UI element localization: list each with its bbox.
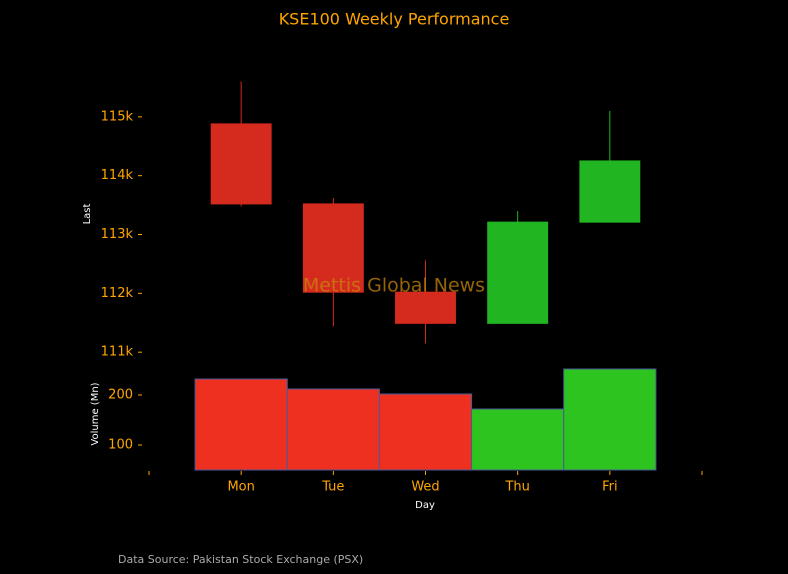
x-tick-label: Fri (602, 480, 618, 495)
volume-bar (471, 408, 565, 471)
volume-bar (378, 393, 473, 471)
candle-body (395, 291, 456, 324)
x-tick-label: Mon (227, 480, 254, 495)
y-axis-label: Last (82, 204, 93, 225)
volume-bar (194, 378, 288, 471)
volume-axis-label: Volume (Mn) (90, 382, 101, 445)
volume-tick-label: 100 (108, 438, 133, 453)
watermark: Mettis Global News (303, 275, 485, 297)
candle-body (302, 203, 364, 293)
y-tick-label: 111k (101, 345, 134, 360)
y-tick-label: 113k (101, 227, 134, 242)
x-tick-label: Wed (411, 480, 439, 495)
volume-tick-label: 200 (108, 388, 133, 403)
y-tick-label: 114k (101, 168, 134, 183)
volume-bar (286, 388, 380, 471)
x-axis-label: Day (415, 500, 435, 511)
candle-body (487, 221, 549, 324)
chart-title: KSE100 Weekly Performance (279, 10, 510, 29)
source-note: Data Source: Pakistan Stock Exchange (PS… (118, 553, 363, 566)
y-tick-label: 115k (101, 109, 134, 124)
candle-body (210, 123, 272, 205)
candle-body (579, 160, 641, 223)
x-tick-label: Tue (321, 480, 344, 495)
y-tick-label: 112k (101, 286, 134, 301)
x-tick-label: Thu (504, 480, 529, 495)
volume-bar (563, 368, 657, 471)
